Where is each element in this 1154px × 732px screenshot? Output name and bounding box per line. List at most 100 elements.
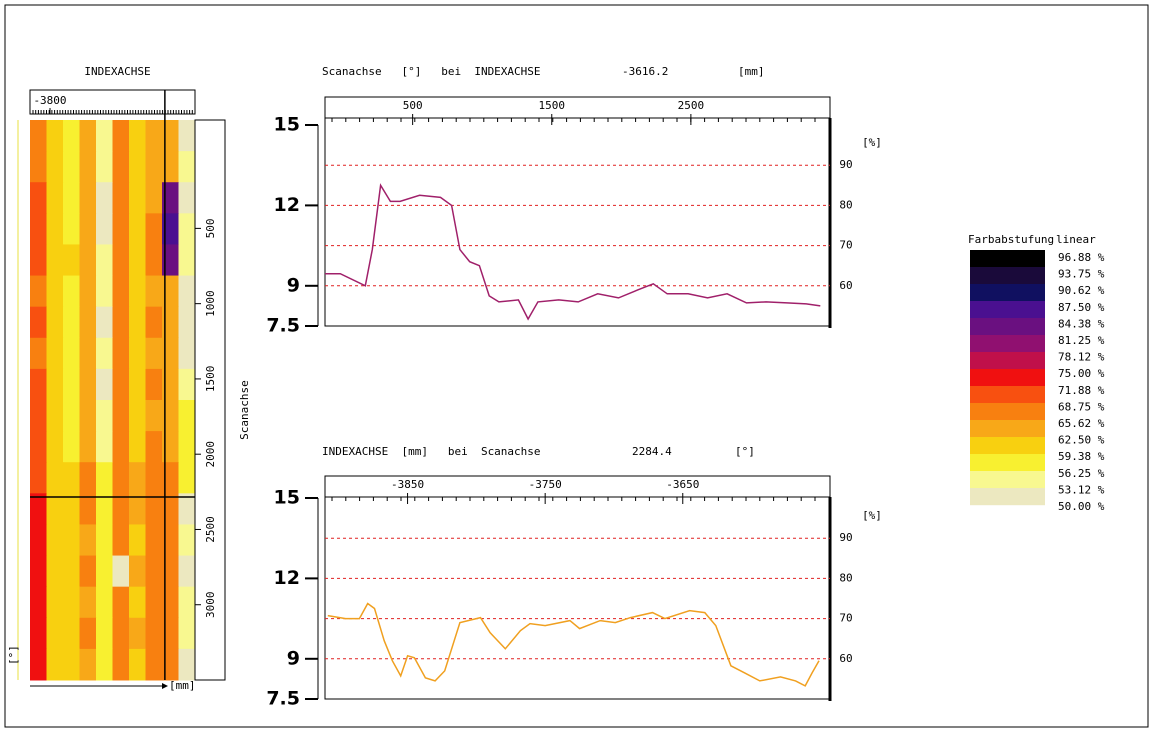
cursor-value: -3616.2 bbox=[622, 65, 668, 78]
heatmap-cell bbox=[63, 587, 80, 619]
heatmap-cell bbox=[47, 649, 64, 681]
heatmap-cell bbox=[179, 649, 196, 681]
series-line bbox=[328, 604, 819, 686]
colorbar-label: 59.38 % bbox=[1058, 450, 1105, 463]
heatmap-cell bbox=[129, 369, 146, 401]
heatmap-cell bbox=[113, 649, 130, 681]
heatmap-cell bbox=[47, 307, 64, 339]
heatmap-cell bbox=[129, 182, 146, 214]
heatmap-cell bbox=[96, 462, 113, 494]
colorbar-label: 96.88 % bbox=[1058, 251, 1105, 264]
heatmap-cell bbox=[63, 120, 80, 152]
y2-tick-label: 80 bbox=[839, 571, 852, 584]
y2-tick-label: 60 bbox=[839, 279, 852, 292]
heatmap-cell bbox=[96, 618, 113, 650]
colorbar-label: 62.50 % bbox=[1058, 434, 1105, 447]
colorbar-swatch bbox=[970, 284, 1045, 301]
heatmap-cell bbox=[146, 338, 163, 370]
heatmap-cell bbox=[80, 307, 97, 339]
screen: INDEXACHSE-380050010001500200025003000Sc… bbox=[0, 0, 1154, 732]
heatmap-cell bbox=[146, 244, 163, 276]
heatmap-cell bbox=[146, 587, 163, 619]
heatmap-cell bbox=[96, 338, 113, 370]
heatmap-cell bbox=[47, 618, 64, 650]
colorbar-swatch bbox=[970, 471, 1045, 488]
heatmap-cell bbox=[30, 307, 47, 339]
heatmap-cell bbox=[80, 276, 97, 308]
heatmap-cell bbox=[129, 431, 146, 463]
heatmap-cell bbox=[113, 338, 130, 370]
heatmap-cell bbox=[129, 618, 146, 650]
y2-tick-label: 90 bbox=[839, 531, 852, 544]
chart-title: INDEXACHSE [mm] bei Scanachse bbox=[322, 445, 541, 458]
heatmap-cell bbox=[96, 587, 113, 619]
heatmap-cell bbox=[47, 524, 64, 556]
heatmap-cell bbox=[113, 307, 130, 339]
heatmap-cell bbox=[146, 493, 163, 525]
colorbar-label: 90.62 % bbox=[1058, 284, 1105, 297]
heatmap-cell bbox=[63, 462, 80, 494]
chart-title: Scanachse [°] bei INDEXACHSE bbox=[322, 65, 541, 78]
heatmap-cell bbox=[96, 431, 113, 463]
heatmap-cell bbox=[30, 182, 47, 214]
heatmap-cell bbox=[179, 400, 196, 432]
heatmap-cell bbox=[113, 213, 130, 245]
heatmap-title: INDEXACHSE bbox=[84, 65, 150, 78]
y-tick-label: 7.5 bbox=[266, 688, 300, 710]
heatmap-cell bbox=[129, 493, 146, 525]
heatmap-cell bbox=[179, 213, 196, 245]
heatmap-cell bbox=[179, 307, 196, 339]
heatmap-cell bbox=[146, 307, 163, 339]
colorbar-label: 71.88 % bbox=[1058, 384, 1105, 397]
heatmap-cell bbox=[30, 462, 47, 494]
heatmap-cell bbox=[80, 556, 97, 588]
heatmap-cell bbox=[179, 462, 196, 494]
x-tick-label: 500 bbox=[403, 99, 423, 112]
colorbar-label: 56.25 % bbox=[1058, 467, 1105, 480]
heatmap-cell bbox=[96, 524, 113, 556]
heatmap-cell bbox=[63, 649, 80, 681]
y-tick-label: 9 bbox=[287, 274, 300, 296]
heatmap-cell bbox=[80, 182, 97, 214]
heatmap-cell bbox=[47, 400, 64, 432]
y2-tick-label: 80 bbox=[839, 198, 852, 211]
colorbar-label: 50.00 % bbox=[1058, 500, 1105, 513]
heatmap-cell bbox=[30, 587, 47, 619]
heatmap-cell bbox=[146, 618, 163, 650]
heatmap-cell bbox=[63, 618, 80, 650]
colorbar-scale: linear bbox=[1056, 233, 1096, 246]
heatmap-cell bbox=[146, 182, 163, 214]
heatmap-cell bbox=[113, 493, 130, 525]
colorbar-swatch bbox=[970, 318, 1045, 335]
heatmap-cell bbox=[80, 244, 97, 276]
heatmap-cell bbox=[47, 431, 64, 463]
heatmap-cell bbox=[179, 587, 196, 619]
y-tick-label: 7.5 bbox=[266, 315, 300, 337]
colorbar-swatch bbox=[970, 403, 1045, 420]
heatmap-cell bbox=[80, 151, 97, 183]
plot-frame bbox=[325, 476, 830, 699]
heatmap-cell bbox=[146, 213, 163, 245]
y-tick-label: 500 bbox=[204, 218, 217, 238]
y-unit: [°] bbox=[7, 645, 20, 665]
colorbar-swatch bbox=[970, 250, 1045, 267]
heatmap-cell bbox=[129, 649, 146, 681]
heatmap-cell bbox=[129, 213, 146, 245]
heatmap-cell bbox=[113, 400, 130, 432]
title-unit: [°] bbox=[735, 445, 755, 458]
heatmap-cell bbox=[146, 524, 163, 556]
x-arrow-head bbox=[162, 683, 168, 689]
heatmap-cell bbox=[146, 151, 163, 183]
heatmap-cell bbox=[80, 618, 97, 650]
heatmap-cell bbox=[80, 369, 97, 401]
colorbar-swatch bbox=[970, 369, 1045, 386]
heatmap-cell bbox=[113, 244, 130, 276]
y-tick-label: 15 bbox=[274, 487, 300, 509]
heatmap-cell bbox=[129, 462, 146, 494]
heatmap-cell bbox=[129, 587, 146, 619]
heatmap-cell bbox=[80, 400, 97, 432]
colorbar-swatch bbox=[970, 352, 1045, 369]
heatmap-cell bbox=[30, 338, 47, 370]
heatmap-cell bbox=[47, 213, 64, 245]
colorbar-label: 87.50 % bbox=[1058, 301, 1105, 314]
